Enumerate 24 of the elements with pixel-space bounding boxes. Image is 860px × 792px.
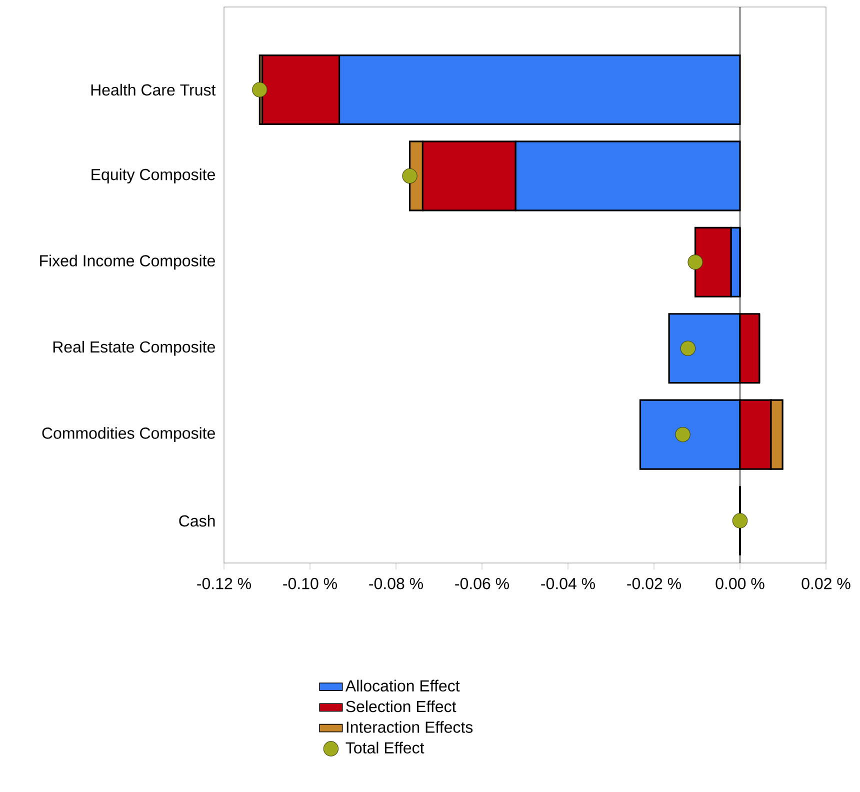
x-tick-label: -0.12 % (197, 578, 251, 590)
point (252, 82, 268, 98)
x-tick-label: 0.00 % (716, 578, 764, 590)
legend-label: Interaction Effects (346, 721, 473, 733)
point (675, 426, 690, 442)
x-tick-label: 0.02 % (802, 578, 850, 590)
point (732, 513, 748, 528)
y-tick-label: Health Care Trust (91, 84, 216, 96)
legend-label: Selection Effect (346, 700, 456, 712)
y-tick-label: Real Estate Composite (53, 340, 215, 356)
y-tick-label: Cash (179, 514, 215, 527)
y-tick-label: Commodities Composite (42, 427, 215, 442)
x-tick-label: -0.04 % (541, 578, 595, 590)
x-tick-label: -0.08 % (369, 578, 423, 590)
legend-label: Allocation Effect (345, 680, 460, 692)
x-tick-label: -0.06 % (455, 578, 509, 590)
y-tick-label: Equity Composite (92, 168, 215, 184)
point (680, 340, 696, 356)
point (688, 254, 703, 270)
legend-label: Total Effect (346, 742, 424, 754)
y-tick-label: Fixed Income Composite (40, 254, 215, 270)
x-tick-label: -0.02 % (627, 578, 681, 590)
x-tick-label: -0.10 % (283, 578, 337, 590)
point (402, 168, 418, 184)
